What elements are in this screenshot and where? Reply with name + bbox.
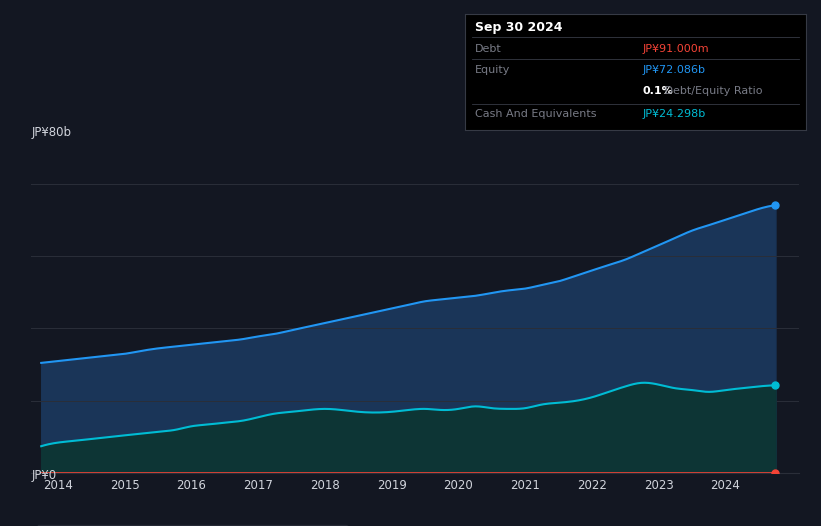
Text: JP¥80b: JP¥80b — [31, 126, 71, 139]
Text: Sep 30 2024: Sep 30 2024 — [475, 21, 562, 34]
Text: Debt/Equity Ratio: Debt/Equity Ratio — [661, 86, 763, 96]
Text: JP¥24.298b: JP¥24.298b — [642, 109, 705, 119]
Text: JP¥91.000m: JP¥91.000m — [642, 44, 709, 54]
Text: Debt: Debt — [475, 44, 502, 54]
Text: 0.1%: 0.1% — [642, 86, 673, 96]
Legend: Debt, Equity, Cash And Equivalents: Debt, Equity, Cash And Equivalents — [37, 525, 347, 526]
Text: Equity: Equity — [475, 65, 511, 75]
Text: Cash And Equivalents: Cash And Equivalents — [475, 109, 596, 119]
Text: JP¥72.086b: JP¥72.086b — [642, 65, 705, 75]
Text: JP¥0: JP¥0 — [31, 469, 57, 482]
